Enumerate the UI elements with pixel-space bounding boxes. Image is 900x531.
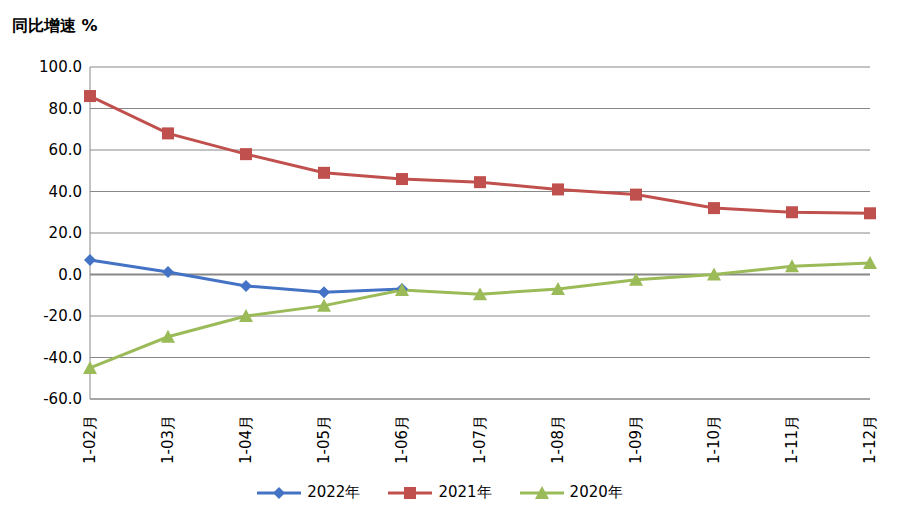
svg-text:-20.0: -20.0 bbox=[43, 307, 82, 325]
svg-text:20.0: 20.0 bbox=[49, 224, 82, 242]
svg-text:1-06月: 1-06月 bbox=[393, 415, 411, 464]
svg-text:1-04月: 1-04月 bbox=[237, 415, 255, 464]
svg-text:1-09月: 1-09月 bbox=[627, 415, 645, 464]
html-text:同比增速 %: 同比增速 % bbox=[12, 16, 98, 35]
svg-text:1-11月: 1-11月 bbox=[783, 415, 801, 464]
svg-text:100.0: 100.0 bbox=[39, 58, 82, 76]
svg-text:60.0: 60.0 bbox=[49, 141, 82, 159]
svg-text:1-02月: 1-02月 bbox=[81, 415, 99, 464]
html-text:2021年: 2021年 bbox=[438, 483, 492, 501]
svg-text:0.0: 0.0 bbox=[58, 266, 82, 284]
svg-text:80.0: 80.0 bbox=[49, 100, 82, 118]
svg-text:40.0: 40.0 bbox=[49, 183, 82, 201]
html-text:2022年: 2022年 bbox=[307, 483, 361, 501]
svg-text:1-05月: 1-05月 bbox=[315, 415, 333, 464]
svg-text:1-12月: 1-12月 bbox=[861, 415, 879, 464]
svg-text:1-03月: 1-03月 bbox=[159, 415, 177, 464]
svg-text:-40.0: -40.0 bbox=[43, 349, 82, 367]
svg-text:1-07月: 1-07月 bbox=[471, 415, 489, 464]
svg-text:1-08月: 1-08月 bbox=[549, 415, 567, 464]
svg-text:-60.0: -60.0 bbox=[43, 390, 82, 408]
svg-text:1-10月: 1-10月 bbox=[705, 415, 723, 464]
html-text:2020年: 2020年 bbox=[569, 483, 623, 501]
